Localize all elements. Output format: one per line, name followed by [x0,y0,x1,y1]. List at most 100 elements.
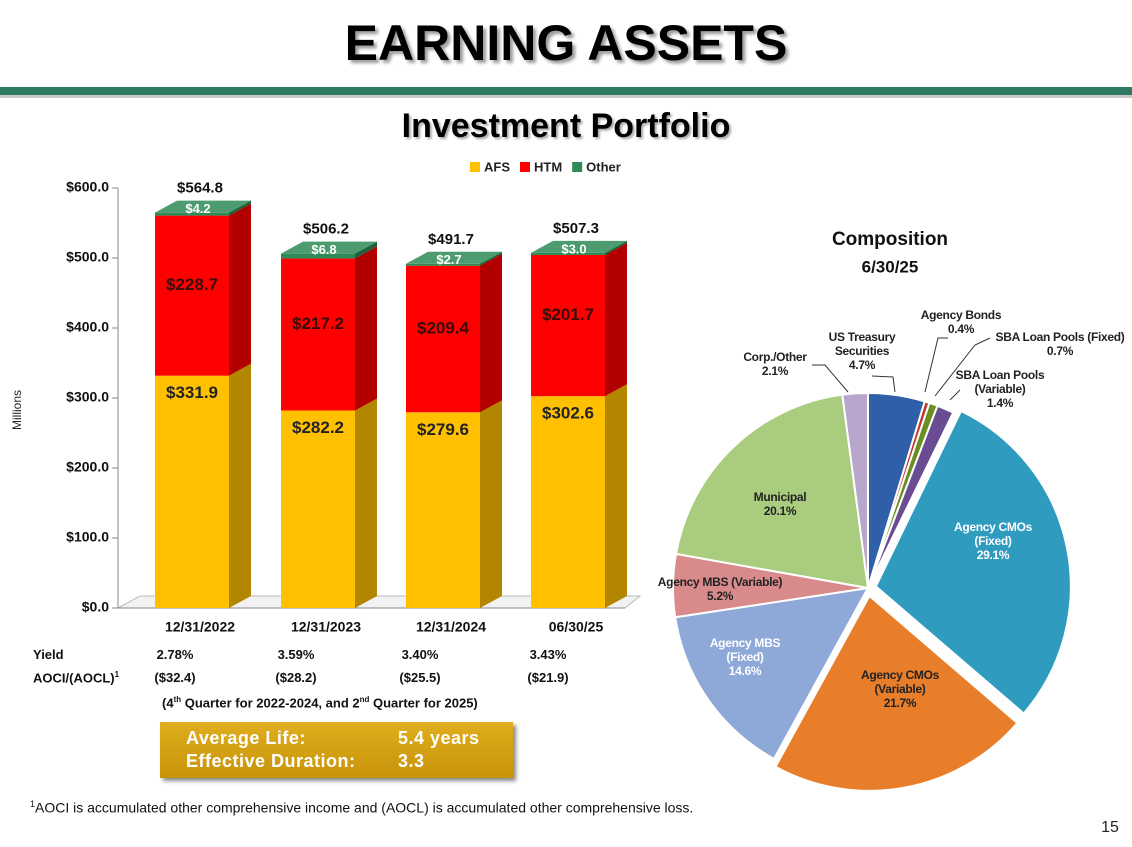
header-rule [0,87,1132,95]
bar-side-shade [355,398,377,608]
pie-label-name: Agency Bonds [920,308,1002,322]
bar-side-shade [355,246,377,411]
legend-label: Other [586,159,621,174]
aoci-row: AOCI/(AOCL)1 ($32.4) ($28.2) ($25.5) ($2… [33,670,633,688]
bar-top-shade [531,240,627,253]
pie-label-name: Corp./Other [743,350,807,364]
x-tick-label: 12/31/2023 [291,619,361,635]
pie-label-value: 20.1% [763,504,797,518]
page-number: 15 [1101,819,1119,836]
header-rule-shadow [0,95,1132,98]
cell: 3.59% [277,647,315,662]
bar-segment [155,375,229,608]
bar-segment [406,412,480,608]
bar-side [355,246,377,411]
bar-side-shade [605,242,627,397]
total-label: $507.3 [553,220,599,237]
cell: 3.40% [401,647,439,662]
leader-line [812,364,849,393]
pie-label-value: 21.7% [883,696,917,710]
y-tick-label: $300.0 [66,389,109,405]
bar-side [480,251,502,266]
bar-side-shade [480,251,502,266]
legend-swatch [520,162,530,172]
bar-top-shade [155,200,251,213]
pie-label: Agency Bonds 0.4% [911,308,1011,336]
legend-label: AFS [484,159,510,174]
leader-line [871,375,896,393]
pie-label: Agency MBS (Fixed) 14.6% [705,636,785,678]
pie-label-name: SBA Loan Pools (Variable) [955,368,1045,396]
bar-side-shade [229,363,251,608]
bar-top [406,251,502,264]
summary-box: Average Life: 5.4 years Effective Durati… [160,722,513,778]
leader-line [934,337,991,397]
note-text: Quarter for 2022-2024, and 2 [181,695,360,711]
bar-top [281,241,377,254]
bar-segment [155,212,229,216]
bar-segment [531,254,605,397]
pie-label-value: 1.4% [986,396,1014,410]
bar-segment [531,396,605,608]
data-label: $209.4 [417,318,470,337]
bar-side [229,203,251,376]
total-label: $564.8 [177,180,223,197]
pie-label: SBA Loan Pools (Fixed) 0.7% [985,330,1132,358]
cell: 2.78% [156,647,194,662]
y-tick-label: $500.0 [66,249,109,265]
bar-segment [531,252,605,255]
bar-side [480,253,502,413]
pie-slice [674,393,870,590]
pie-label-name: Municipal [753,490,807,504]
y-tick-label: $600.0 [66,179,109,195]
bar-segment [406,265,480,413]
pie-slice [841,391,869,589]
bar-side [229,363,251,608]
data-label: $201.7 [542,305,594,324]
pie-slice [774,594,1019,792]
pie-label-value: 29.1% [976,548,1010,562]
bar-segment [281,253,355,259]
bar-side [480,400,502,608]
bar-side [355,241,377,259]
bar-segment [155,215,229,376]
pie-label-name: Agency CMOs (Variable) [860,668,940,696]
legend-swatch [572,162,583,172]
pie-label: SBA Loan Pools (Variable) 1.4% [950,368,1050,410]
pie-label-value: 2.1% [761,364,789,378]
y-tick-label: $400.0 [66,319,109,335]
bar-side [605,384,627,608]
pie-label: Agency CMOs (Fixed) 29.1% [948,520,1038,562]
box-label: Effective Duration: [186,751,356,771]
cell: ($25.5) [399,670,441,685]
bar-top [531,240,627,253]
pie-label-value: 4.7% [848,358,876,372]
pie-label-name: Agency CMOs (Fixed) [953,520,1033,548]
note-sup: nd [359,695,370,704]
bar-side-shade [605,384,627,608]
pie-label-name: SBA Loan Pools (Fixed) [995,330,1125,344]
legend-label: HTM [534,159,562,174]
bar-top [155,200,251,213]
bar-segment [406,263,480,266]
pie-label-name: US Treasury Securities [828,330,896,358]
pie-label: Agency CMOs (Variable) 21.7% [850,668,950,710]
y-tick-label: $0.0 [82,599,109,615]
data-label: $279.6 [417,420,469,439]
data-label: $4.2 [185,201,210,216]
data-label: $282.2 [292,418,344,437]
row-label: AOCI/(AOCL) [33,670,115,686]
pie-slice [867,404,955,589]
bar-side [355,398,377,608]
pie-label: Agency MBS (Variable) 5.2% [655,575,785,603]
cell: ($28.2) [275,670,317,685]
data-label: $228.7 [166,275,218,294]
legend-swatch [470,162,480,172]
leader-line [924,337,948,393]
pie-label-value: 5.2% [706,589,734,603]
pie-label-value: 0.4% [947,322,975,336]
pie-label-value: 14.6% [728,664,762,678]
pie-subtitle: 6/30/25 [862,257,919,276]
